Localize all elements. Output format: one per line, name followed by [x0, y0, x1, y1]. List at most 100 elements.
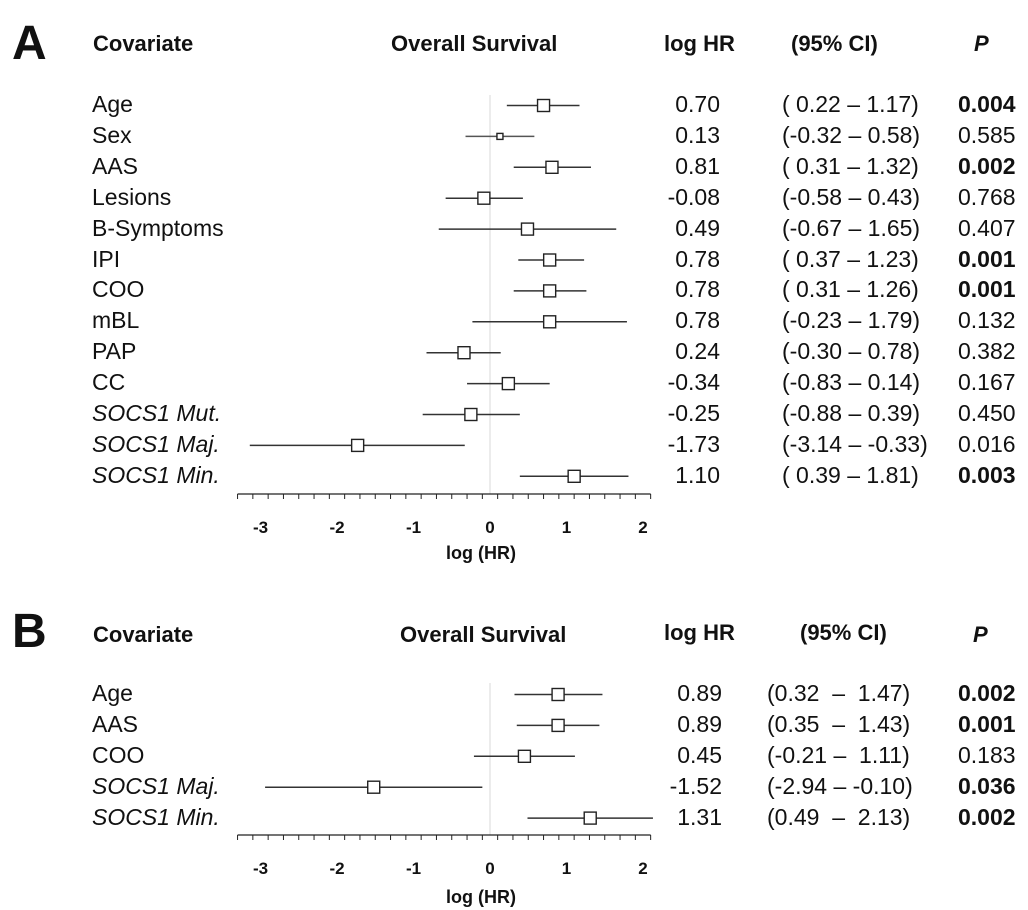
row-loghr-a: 0.13 [675, 121, 720, 148]
row-label-a: PAP [92, 338, 137, 365]
x-tick-label-b: -1 [405, 859, 422, 878]
x-tick-label-a: -1 [405, 518, 422, 537]
row-loghr-b: 1.31 [677, 803, 722, 830]
row-p-a: 0.768 [958, 183, 1016, 210]
row-label-a: COO [92, 276, 145, 303]
row-p-a: 0.001 [958, 276, 1016, 303]
row-p-b: 0.036 [958, 772, 1016, 799]
row-label-b: SOCS1 Maj. [92, 772, 220, 799]
row-label-a: SOCS1 Maj. [92, 430, 220, 457]
row-p-a: 0.001 [958, 245, 1016, 272]
row-p-a: 0.167 [958, 369, 1016, 396]
estimate-marker-b [367, 780, 381, 794]
row-ci-b: (-0.21 – 1.11) [767, 741, 910, 768]
row-ci-a: (-0.58 – 0.43) [782, 183, 921, 210]
header-p-b: P [973, 622, 988, 647]
row-ci-a: (-0.88 – 0.39) [782, 400, 921, 426]
row-p-a: 0.004 [958, 91, 1016, 117]
estimate-marker-b [551, 687, 565, 702]
row-p-a: 0.016 [958, 430, 1016, 457]
row-loghr-a: 0.24 [675, 338, 720, 365]
row-label-a: IPI [92, 245, 121, 272]
row-ci-a: ( 0.31 – 1.32) [782, 152, 919, 179]
estimate-marker-a [477, 191, 491, 205]
header-p: P [974, 31, 989, 56]
row-ci-a: (-0.30 – 0.78) [782, 338, 921, 365]
x-tick-label-a: -3 [252, 518, 269, 537]
row-loghr-b: 0.89 [677, 710, 722, 737]
row-label-a: Lesions [92, 183, 172, 210]
estimate-marker-a [545, 160, 559, 175]
estimate-marker-b [551, 718, 565, 733]
estimate-marker-b [517, 749, 532, 763]
header-overall-survival: Overall Survival [391, 31, 558, 56]
x-axis-label-a: log (HR) [446, 543, 516, 563]
row-label-b: Age [92, 680, 133, 706]
header-log-hr: log HR [664, 31, 735, 56]
row-ci-a: ( 0.37 – 1.23) [782, 245, 919, 272]
panel-letter-a: A [12, 17, 47, 70]
estimate-marker-a [457, 346, 471, 360]
row-ci-a: (-3.14 – -0.33) [782, 430, 928, 457]
row-ci-b: (0.32 – 1.47) [767, 680, 911, 706]
row-loghr-b: 0.45 [677, 741, 722, 768]
row-loghr-a: -1.73 [667, 430, 720, 457]
row-loghr-a: 0.49 [675, 214, 720, 241]
row-ci-a: (-0.83 – 0.14) [782, 369, 921, 396]
row-ci-a: ( 0.22 – 1.17) [782, 91, 919, 117]
row-label-b: SOCS1 Min. [92, 803, 220, 830]
row-loghr-a: 0.78 [675, 245, 720, 272]
x-tick-label-a: 0 [485, 518, 495, 537]
header-ci-b: (95% CI) [800, 620, 887, 645]
row-p-a: 0.002 [958, 152, 1016, 179]
row-label-a: SOCS1 Min. [92, 461, 220, 488]
row-ci-a: ( 0.39 – 1.81) [782, 461, 919, 488]
row-loghr-a: 0.78 [675, 307, 720, 334]
estimate-marker-b [583, 811, 597, 825]
estimate-marker-a [542, 284, 557, 298]
row-p-a: 0.382 [958, 338, 1016, 365]
row-loghr-a: -0.08 [667, 183, 720, 210]
header-covariate-b: Covariate [93, 622, 194, 647]
estimate-marker-a [496, 132, 504, 141]
row-label-a: Sex [92, 121, 132, 148]
row-ci-b: (-2.94 – -0.10) [767, 772, 913, 799]
estimate-marker-a [350, 438, 365, 453]
estimate-marker-a [567, 469, 581, 483]
x-tick-label-b: 0 [485, 859, 495, 878]
estimate-marker-a [542, 253, 557, 267]
row-label-a: mBL [92, 307, 140, 334]
row-label-a: AAS [92, 152, 139, 179]
row-p-b: 0.002 [958, 680, 1016, 706]
row-loghr-a: 0.78 [675, 276, 720, 303]
row-p-a: 0.132 [958, 307, 1016, 334]
row-loghr-a: 0.81 [675, 152, 720, 179]
row-p-b: 0.183 [958, 741, 1016, 768]
row-loghr-a: 0.70 [675, 91, 720, 117]
row-label-a: B-Symptoms [92, 214, 224, 241]
row-loghr-a: 1.10 [675, 461, 720, 488]
row-label-a: SOCS1 Mut. [92, 400, 222, 426]
row-label-a: CC [92, 369, 126, 396]
x-axis-label-b: log (HR) [446, 887, 516, 907]
x-tick-label-a: 2 [638, 518, 648, 537]
row-ci-a: (-0.32 – 0.58) [782, 121, 921, 148]
estimate-marker-a [536, 98, 551, 113]
x-tick-label-b: 2 [638, 859, 648, 878]
row-p-b: 0.002 [958, 803, 1016, 830]
header-ci: (95% CI) [791, 31, 878, 56]
x-tick-label-b: -2 [329, 859, 345, 878]
row-p-b: 0.001 [958, 710, 1016, 737]
estimate-marker-a [542, 315, 557, 329]
row-label-b: COO [92, 741, 145, 768]
row-label-a: Age [92, 91, 133, 117]
header-log-hr-b: log HR [664, 620, 735, 645]
x-tick-label-a: -2 [329, 518, 345, 537]
row-label-b: AAS [92, 710, 139, 737]
estimate-marker-a [501, 376, 516, 391]
x-tick-label-b: -3 [252, 859, 269, 878]
row-p-a: 0.003 [958, 461, 1016, 488]
row-loghr-b: 0.89 [677, 680, 722, 706]
row-loghr-a: -0.25 [667, 400, 720, 426]
